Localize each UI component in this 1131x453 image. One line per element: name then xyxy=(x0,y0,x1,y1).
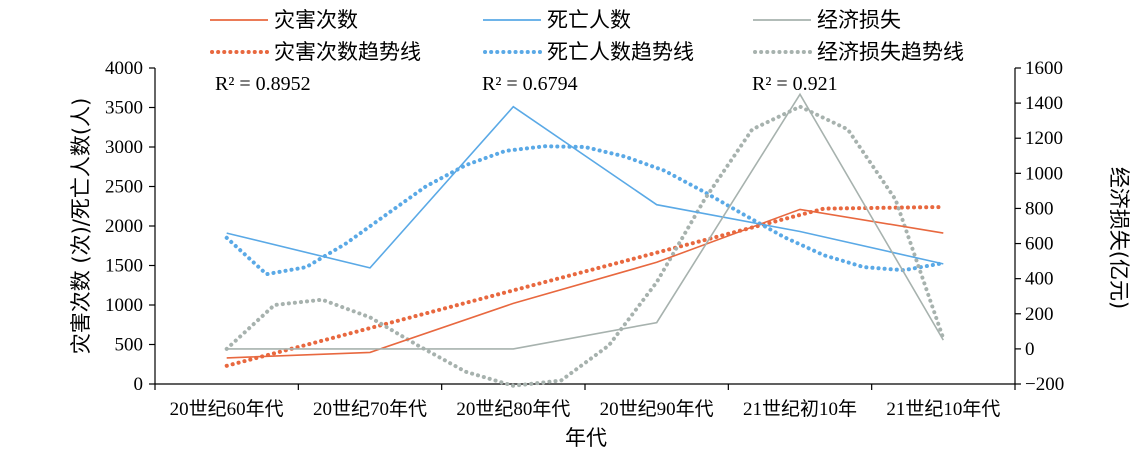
y-left-tick-label: 2500 xyxy=(105,177,143,198)
r2-label-0: R² = 0.8952 xyxy=(215,73,311,95)
axes: 0 500 1000 1500 2000 2500 3000 3500 4000 −200 0 200… xyxy=(105,58,1064,420)
series-line-1 xyxy=(226,105,944,269)
series-line-0 xyxy=(226,208,944,359)
y-left-tick-label: 3500 xyxy=(105,98,143,119)
legend-label-trendline-2: 经济损失趋势线 xyxy=(817,40,964,64)
y-right-tick-label: 200 xyxy=(1025,304,1054,325)
y-left-tick-label: 4000 xyxy=(105,58,143,79)
legend-label-trendline-0: 灾害次数趋势线 xyxy=(274,40,421,64)
trendline-0 xyxy=(224,205,946,368)
x-tick-label: 20世纪60年代 xyxy=(170,398,284,420)
x-tick-label: 21世纪10年代 xyxy=(886,398,1000,420)
series-line-2 xyxy=(226,92,944,350)
y-left-tick-label: 1000 xyxy=(105,295,143,316)
r2-labels: R² = 0.8952 R² = 0.6794 R² = 0.921 xyxy=(215,73,838,95)
legend-label-series-2: 经济损失 xyxy=(817,8,901,32)
y-left-tick-label: 2000 xyxy=(105,216,143,237)
x-tick-label: 20世纪70年代 xyxy=(313,398,427,420)
trendline-2 xyxy=(224,104,946,388)
plot-area xyxy=(224,92,946,388)
y-left-tick-label: 1500 xyxy=(105,256,143,277)
x-tick-label: 20世纪80年代 xyxy=(456,398,570,420)
x-axis-title: 年代 xyxy=(565,426,607,450)
x-tick-label: 21世纪初10年 xyxy=(743,398,857,420)
r2-label-2: R² = 0.921 xyxy=(752,73,838,95)
y-axis-right-title: 经济损失(亿元) xyxy=(1107,167,1131,309)
y-right-tick-label: 0 xyxy=(1025,339,1035,360)
y-left-tick-label: 3000 xyxy=(105,137,143,158)
y-right-tick-label: 400 xyxy=(1025,269,1054,290)
trendline-1 xyxy=(224,144,946,277)
legend-label-trendline-1: 死亡人数趋势线 xyxy=(547,40,694,64)
x-tick-label: 20世纪90年代 xyxy=(600,398,714,420)
y-right-tick-label: 800 xyxy=(1025,198,1054,219)
y-axis-left-title: 灾害次数 (次)/死亡人数(人) xyxy=(69,98,93,355)
r2-label-1: R² = 0.6794 xyxy=(482,73,578,95)
y-left-tick-label: 0 xyxy=(134,374,144,395)
y-right-tick-label: −200 xyxy=(1025,374,1064,395)
y-right-tick-label: 1200 xyxy=(1025,128,1063,149)
legend-label-series-0: 灾害次数 xyxy=(274,8,358,32)
y-left-tick-label: 500 xyxy=(115,335,144,356)
y-right-tick-label: 1400 xyxy=(1025,93,1063,114)
legend-label-series-1: 死亡人数 xyxy=(547,8,631,32)
y-right-tick-label: 1600 xyxy=(1025,58,1063,79)
y-right-tick-label: 600 xyxy=(1025,234,1054,255)
y-right-tick-label: 1000 xyxy=(1025,163,1063,184)
